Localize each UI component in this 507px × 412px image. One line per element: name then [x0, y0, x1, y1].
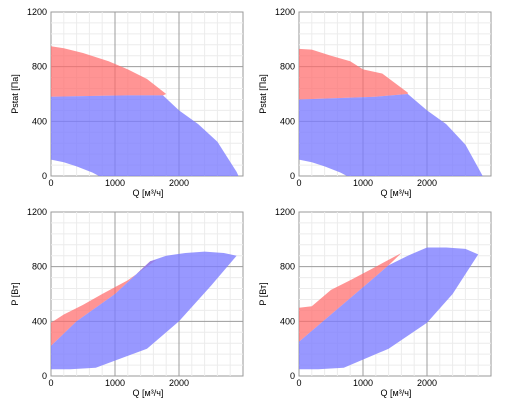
- y-axis-label: Pstat [Па]: [258, 74, 268, 114]
- x-tick-label: 0: [296, 378, 301, 388]
- y-tick-label: 1200: [27, 7, 47, 17]
- x-tick-label: 1000: [353, 178, 373, 188]
- y-tick-label: 800: [32, 262, 47, 272]
- x-tick-label: 1000: [105, 378, 125, 388]
- chart-panel-2: 0 1000 2000 0 400 800 1200 Q [м³/ч] Pstat [Па]: [258, 7, 492, 198]
- x-tick-label: 0: [48, 378, 53, 388]
- series-area-2: [299, 247, 479, 370]
- series-area-1: [299, 48, 408, 100]
- y-tick-label: 0: [290, 171, 295, 181]
- y-tick-label: 400: [280, 316, 295, 326]
- y-tick-label: 400: [32, 316, 47, 326]
- x-tick-label: 0: [48, 178, 53, 188]
- y-tick-label: 0: [290, 371, 295, 381]
- x-axis-label: Q [м³/ч]: [133, 388, 164, 398]
- x-tick-label: 0: [296, 178, 301, 188]
- chart-panel-1: 0 1000 2000 0 400 800 1200 Q [м³/ч] Pstat [Па]: [10, 7, 244, 198]
- y-tick-label: 800: [280, 62, 295, 72]
- y-tick-label: 0: [42, 171, 47, 181]
- y-tick-label: 1200: [275, 207, 295, 217]
- series-area-1: [51, 46, 167, 97]
- chart-panel-3: 0 1000 2000 0 400 800 1200 Q [м³/ч] P [Вт]: [10, 207, 244, 398]
- series-area-2: [51, 251, 237, 370]
- y-tick-label: 0: [42, 371, 47, 381]
- y-axis-label: Pstat [Па]: [10, 74, 20, 114]
- y-tick-label: 800: [32, 62, 47, 72]
- x-tick-label: 2000: [169, 378, 189, 388]
- x-tick-label: 1000: [105, 178, 125, 188]
- x-tick-label: 2000: [417, 178, 437, 188]
- y-axis-label: P [Вт]: [10, 282, 20, 305]
- y-tick-label: 400: [32, 116, 47, 126]
- x-axis-label: Q [м³/ч]: [133, 188, 164, 198]
- series-area-2: [51, 95, 239, 176]
- x-axis-label: Q [м³/ч]: [381, 188, 412, 198]
- chart-panel-4: 0 1000 2000 0 400 800 1200 Q [м³/ч] P [Вт]: [258, 207, 492, 398]
- x-tick-label: 1000: [353, 378, 373, 388]
- x-axis-label: Q [м³/ч]: [381, 388, 412, 398]
- y-tick-label: 400: [280, 116, 295, 126]
- y-axis-label: P [Вт]: [258, 282, 268, 305]
- y-tick-label: 800: [280, 262, 295, 272]
- y-tick-label: 1200: [275, 7, 295, 17]
- x-tick-label: 2000: [169, 178, 189, 188]
- y-tick-label: 1200: [27, 207, 47, 217]
- series-area-1: [299, 253, 402, 342]
- series-area-2: [299, 94, 483, 176]
- x-tick-label: 2000: [417, 378, 437, 388]
